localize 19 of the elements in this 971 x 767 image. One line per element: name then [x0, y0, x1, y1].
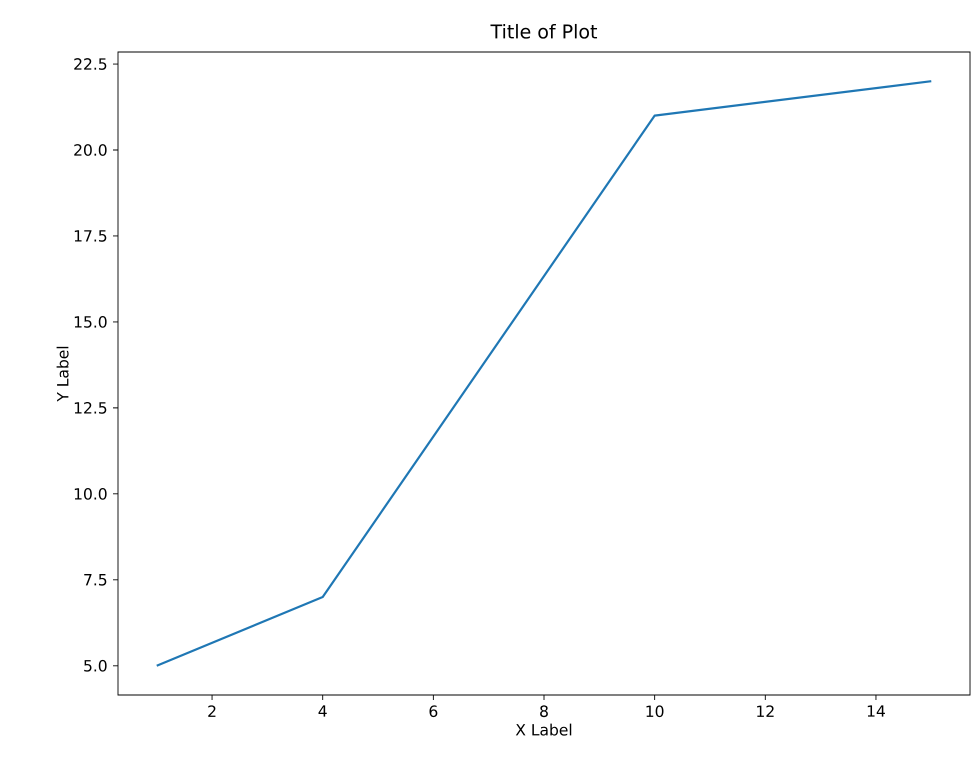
- y-tick-label: 20.0: [74, 144, 107, 156]
- x-axis-title: X Label: [516, 724, 572, 736]
- x-tick-label: 12: [757, 705, 774, 717]
- chart-title: Title of Plot: [490, 24, 598, 39]
- line-series: [156, 80, 932, 667]
- y-tick-label: 22.5: [74, 58, 106, 70]
- x-tick-label: 14: [868, 705, 885, 717]
- y-tick-label: 10.0: [74, 488, 107, 500]
- y-axis-title: Y Label: [56, 346, 69, 402]
- x-tick-label: 2: [208, 705, 216, 717]
- x-tick-label: 4: [318, 705, 327, 717]
- x-tick-label: 8: [540, 705, 548, 718]
- y-tick-label: 15.0: [74, 316, 107, 328]
- x-tick-label: 10: [646, 705, 664, 718]
- y-tick-label: 5.0: [84, 660, 107, 672]
- y-tick-label: 7.5: [84, 574, 106, 586]
- y-tick-label: 12.5: [74, 402, 106, 414]
- x-tick-label: 6: [430, 705, 438, 718]
- y-tick-label: 17.5: [74, 230, 106, 242]
